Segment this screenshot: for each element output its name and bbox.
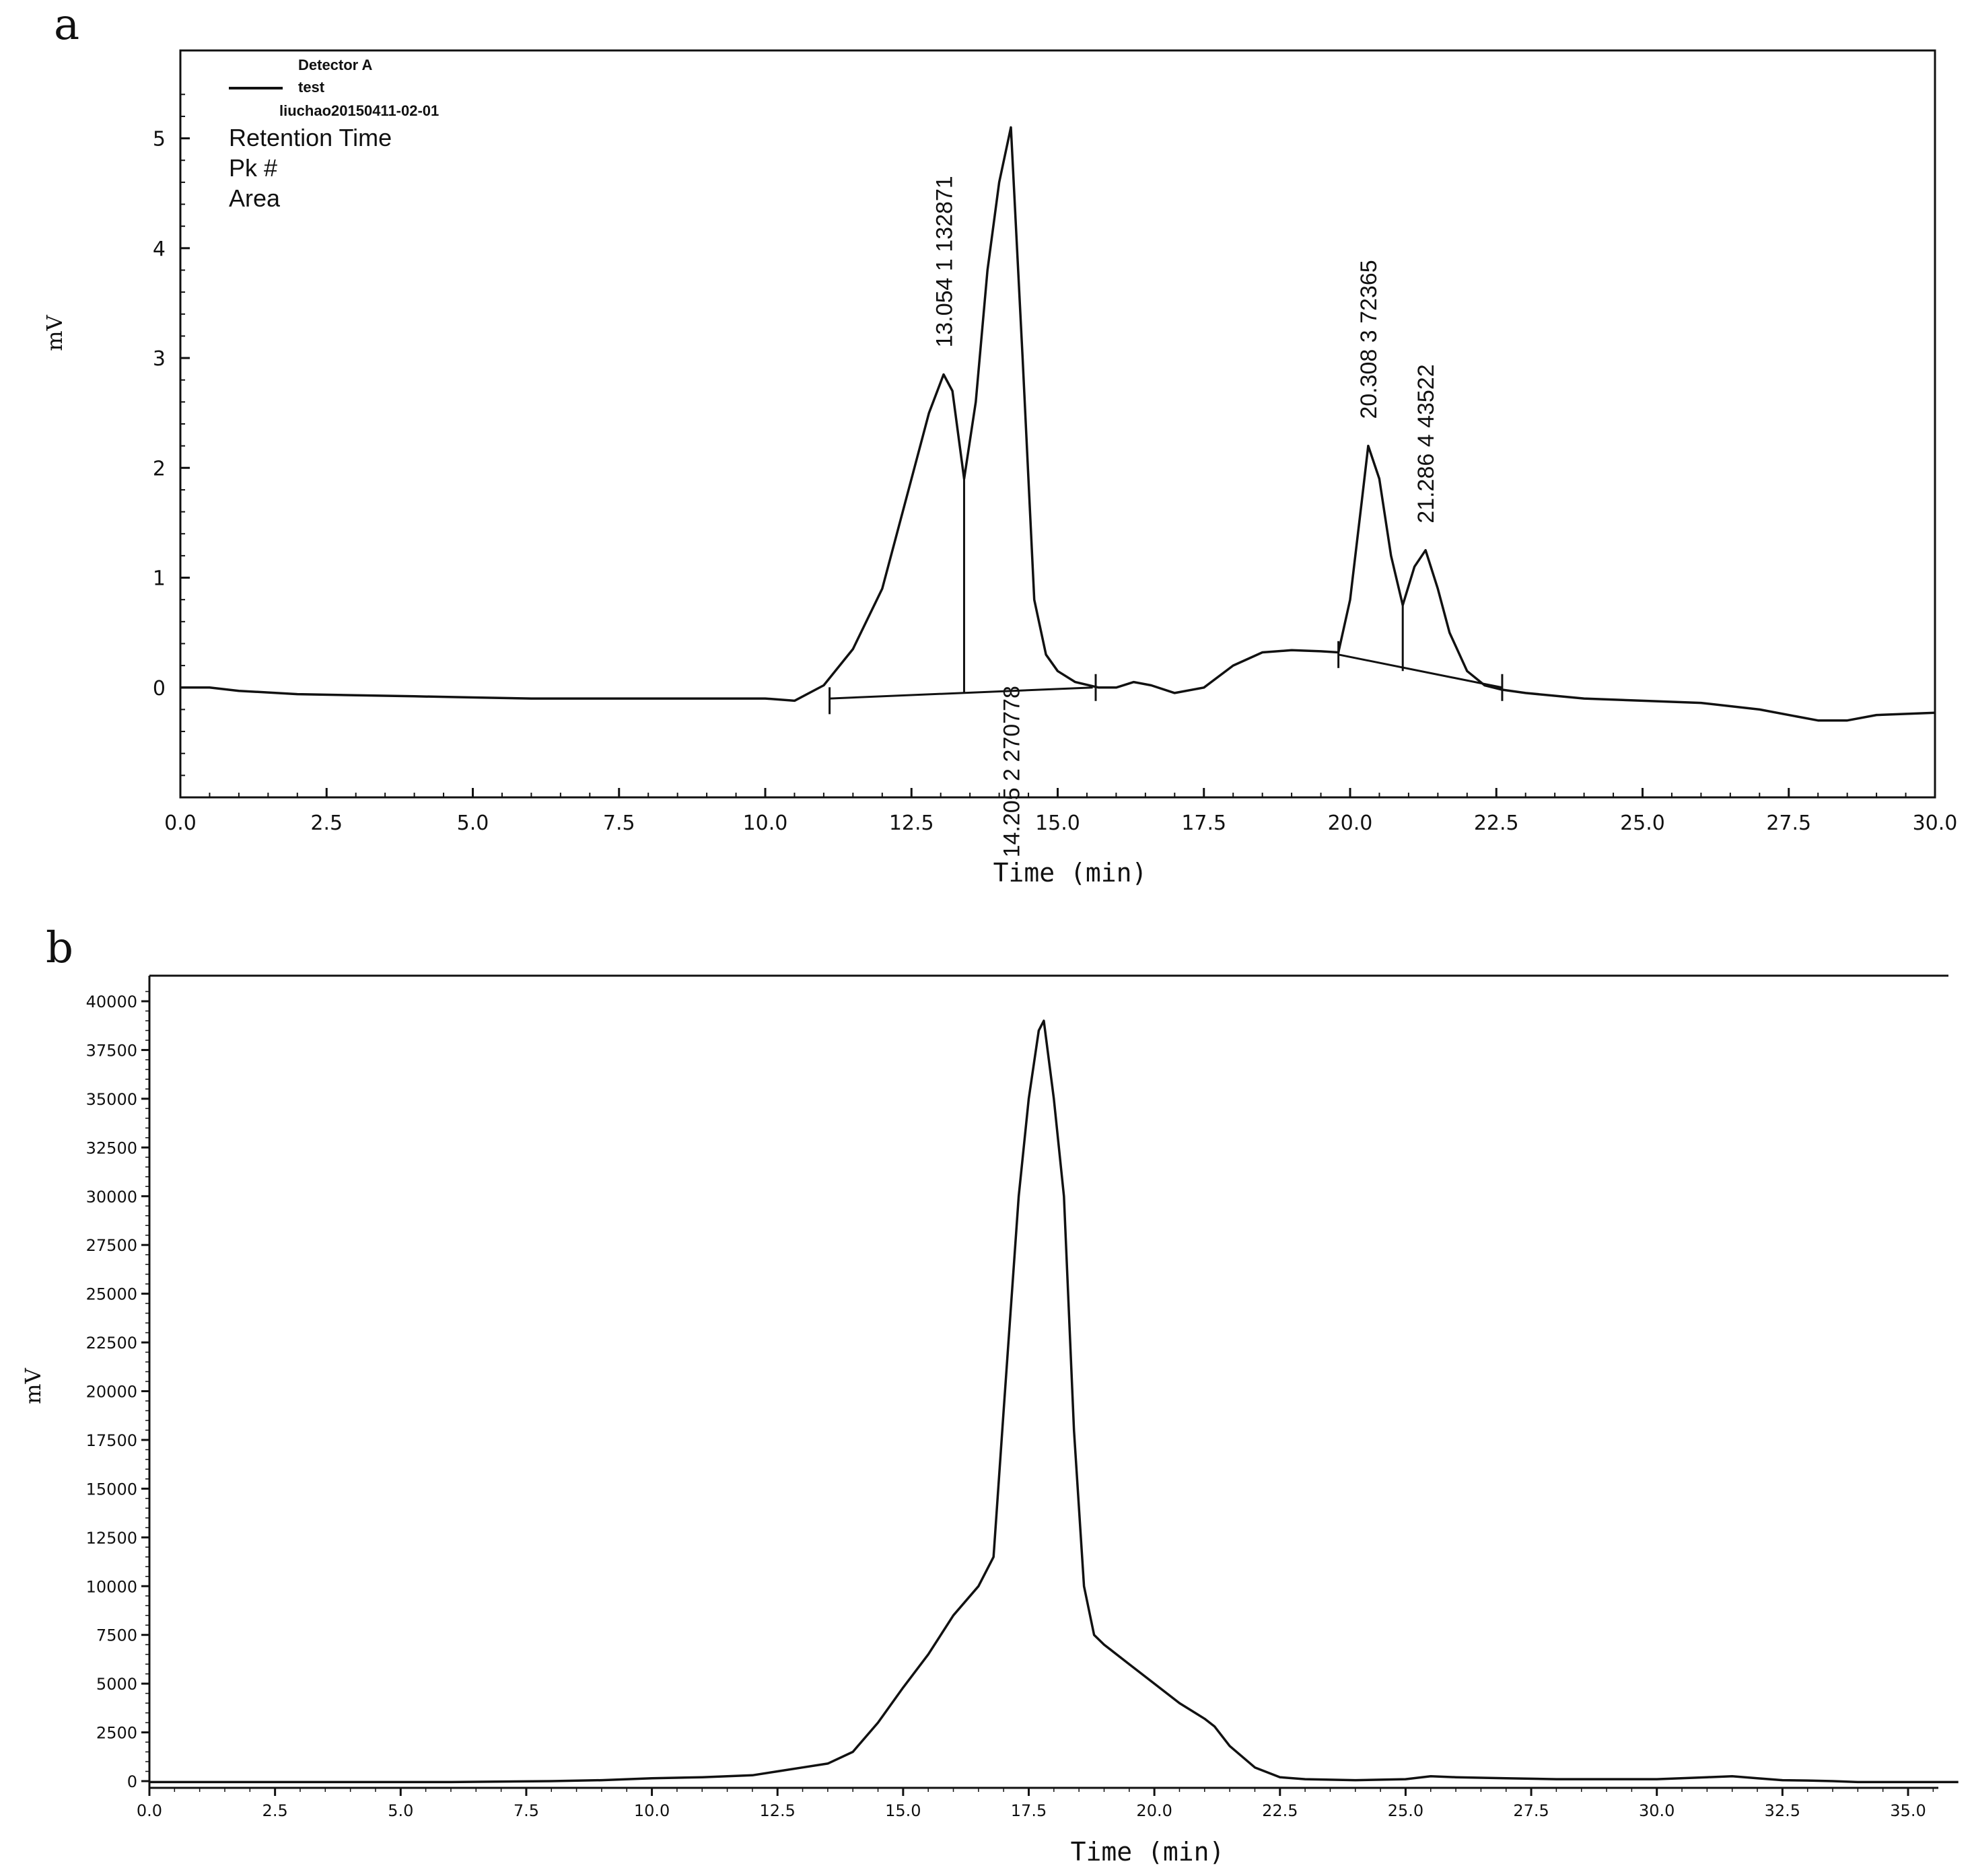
x-tick-label: 27.5	[1766, 811, 1811, 835]
y-tick-label: 4	[153, 238, 166, 261]
peak-label: 21.286 4 43522	[1413, 364, 1439, 523]
panel-a-x-axis-title: Time (min)	[993, 858, 1148, 888]
panel-a: a 0 1 2 3 4 5 0.0 2.5 5.0 7.5 10.0 12.5 15.0 17.5 20.…	[42, 0, 1957, 888]
x-tick-label: 25.0	[1620, 811, 1665, 835]
y-tick-label: 0	[127, 1772, 137, 1791]
peak-label: 13.054 1 132871	[931, 176, 957, 347]
panel-a-y-axis: 0 1 2 3 4 5	[153, 94, 190, 798]
y-tick-label: 1	[153, 567, 166, 591]
x-tick-label: 0.0	[137, 1801, 162, 1820]
x-tick-label: 30.0	[1639, 1801, 1675, 1820]
legend-field-pk: Pk #	[229, 154, 277, 182]
legend-sample: test	[298, 79, 325, 96]
legend-field-retention-time: Retention Time	[229, 124, 392, 151]
peak-label: 14.205 2 270778	[999, 686, 1024, 857]
y-tick-label: 40000	[86, 993, 137, 1011]
panel-b-plot-area	[149, 1019, 1959, 1784]
x-tick-label: 17.5	[1011, 1801, 1047, 1820]
x-tick-label: 30.0	[1913, 811, 1958, 835]
y-tick-label: 37500	[86, 1041, 137, 1060]
x-tick-label: 27.5	[1513, 1801, 1549, 1820]
y-tick-label: 15000	[86, 1480, 137, 1499]
legend-detector: Detector A	[298, 57, 373, 73]
x-tick-label: 5.0	[457, 811, 489, 835]
legend-file: liuchao20150411-02-01	[279, 102, 439, 119]
y-tick-label: 12500	[86, 1529, 137, 1548]
y-tick-label: 35000	[86, 1090, 137, 1109]
y-tick-label: 20000	[86, 1383, 137, 1402]
y-tick-label: 2	[153, 457, 166, 480]
panel-b-y-axis-title: mV	[20, 1367, 46, 1404]
panel-a-x-axis: 0.0 2.5 5.0 7.5 10.0 12.5 15.0 17.5 20.0 22.5 25.0…	[164, 788, 1957, 835]
y-tick-label: 3	[153, 347, 166, 371]
panel-b-letter: b	[46, 923, 73, 973]
x-tick-label: 15.0	[885, 1801, 921, 1820]
y-tick-label: 30000	[86, 1188, 137, 1206]
y-tick-label: 5	[153, 128, 166, 151]
x-tick-label: 17.5	[1181, 811, 1226, 835]
x-tick-label: 35.0	[1890, 1801, 1926, 1820]
x-tick-label: 22.5	[1262, 1801, 1298, 1820]
peak-label: 20.308 3 72365	[1356, 260, 1382, 419]
y-tick-label: 32500	[86, 1139, 137, 1157]
x-tick-label: 12.5	[759, 1801, 795, 1820]
x-tick-label: 10.0	[634, 1801, 670, 1820]
y-tick-label: 25000	[86, 1285, 137, 1304]
y-tick-label: 10000	[86, 1577, 137, 1596]
x-tick-label: 32.5	[1765, 1801, 1800, 1820]
x-tick-label: 12.5	[889, 811, 934, 835]
x-tick-label: 15.0	[1035, 811, 1080, 835]
y-tick-label: 0	[153, 677, 166, 700]
panel-b-x-axis-title: Time (min)	[1071, 1837, 1225, 1867]
x-tick-label: 0.0	[164, 811, 197, 835]
panel-b-x-axis: 0.0 2.5 5.0 7.5 10.0 12.5 15.0 17.5 20.0 22.5 25.0…	[137, 1788, 1934, 1820]
panel-b-y-axis: 0 2500 5000 7500 10000 12500 15000 17500 20000 22…	[86, 990, 149, 1791]
x-tick-label: 7.5	[514, 1801, 539, 1820]
panel-a-letter: a	[54, 0, 79, 50]
x-tick-label: 2.5	[310, 811, 343, 835]
x-tick-label: 10.0	[743, 811, 788, 835]
x-tick-label: 7.5	[603, 811, 635, 835]
panel-a-y-axis-title: mV	[42, 314, 67, 351]
chromatogram-trace-a	[180, 126, 1936, 722]
x-tick-label: 5.0	[388, 1801, 413, 1820]
legend-field-area: Area	[229, 184, 281, 212]
y-tick-label: 5000	[96, 1675, 137, 1694]
y-tick-label: 2500	[96, 1724, 137, 1743]
y-tick-label: 7500	[96, 1626, 137, 1645]
panel-a-legend: Detector A test liuchao20150411-02-01 Re…	[229, 57, 439, 212]
baseline-segment	[829, 686, 1093, 700]
x-tick-label: 20.0	[1328, 811, 1373, 835]
x-tick-label: 22.5	[1474, 811, 1519, 835]
panel-a-plot-area: 13.054 1 132871 14.205 2 270778 20.308 3 7…	[180, 126, 1936, 857]
y-tick-label: 22500	[86, 1334, 137, 1352]
panel-a-plot-frame	[179, 49, 1936, 799]
chromatogram-trace-b	[149, 1019, 1959, 1784]
x-tick-label: 20.0	[1136, 1801, 1172, 1820]
y-tick-label: 27500	[86, 1236, 137, 1255]
x-tick-label: 25.0	[1388, 1801, 1423, 1820]
y-tick-label: 17500	[86, 1431, 137, 1450]
panel-b: b 0 2500 5000 7500 10000 12500 15000 17500 20000…	[20, 923, 1959, 1867]
x-tick-label: 2.5	[262, 1801, 288, 1820]
baseline-segment	[1338, 653, 1503, 689]
